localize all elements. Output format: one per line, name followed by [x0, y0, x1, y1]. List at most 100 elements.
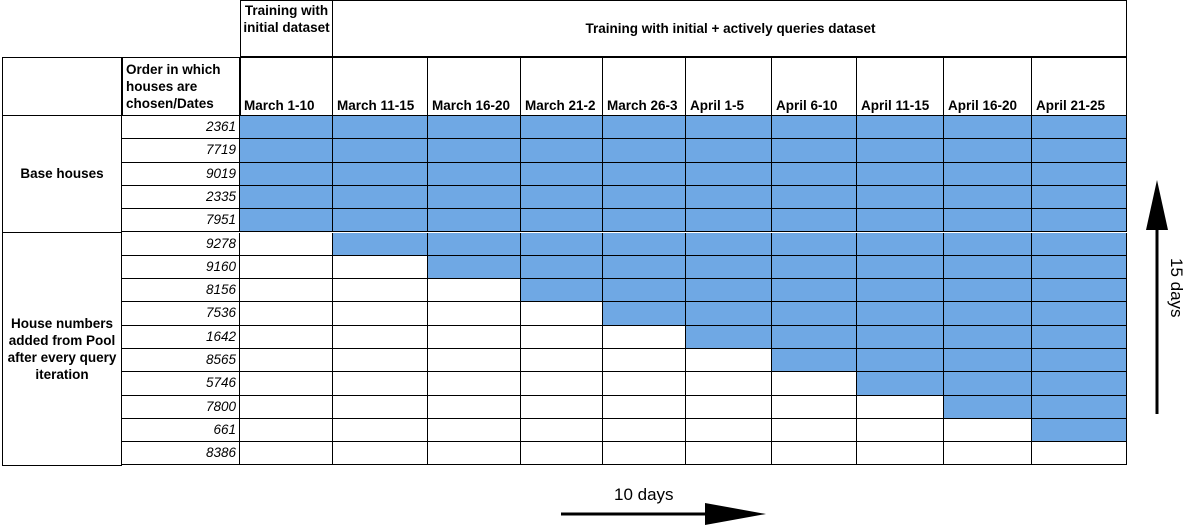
schedule-cell	[333, 372, 428, 396]
schedule-cell	[521, 139, 603, 163]
date-label: April 1-5	[690, 98, 745, 113]
schedule-cell	[333, 255, 428, 280]
schedule-cell	[686, 255, 772, 280]
schedule-cell	[944, 325, 1032, 349]
house-number: 2335	[205, 188, 236, 204]
date-header-cell	[603, 57, 686, 116]
schedule-cell	[428, 442, 521, 466]
schedule-cell	[772, 418, 857, 443]
date-header-cell	[772, 57, 857, 116]
schedule-cell	[428, 255, 521, 280]
schedule-cell	[240, 349, 333, 373]
schedule-cell	[857, 162, 944, 186]
schedule-cell	[603, 162, 686, 186]
schedule-cell	[686, 372, 772, 396]
date-header-cell	[686, 57, 772, 116]
schedule-cell	[944, 139, 1032, 163]
schedule-cell	[857, 185, 944, 210]
schedule-cell	[772, 395, 857, 419]
schedule-cell	[521, 162, 603, 186]
house-number-cell	[122, 232, 240, 256]
schedule-cell	[1032, 162, 1127, 186]
schedule-cell	[428, 209, 521, 233]
schedule-cell	[333, 139, 428, 163]
schedule-cell	[1032, 185, 1127, 210]
schedule-cell	[240, 279, 333, 303]
schedule-cell	[333, 162, 428, 186]
schedule-cell	[944, 209, 1032, 233]
schedule-cell	[428, 139, 521, 163]
schedule-cell	[857, 395, 944, 419]
schedule-cell	[521, 442, 603, 466]
date-label: March 26-3	[607, 98, 678, 113]
schedule-cell	[772, 116, 857, 140]
date-label: March 21-2	[525, 98, 596, 113]
schedule-cell	[240, 442, 333, 466]
date-label: April 6-10	[776, 98, 838, 113]
schedule-cell	[521, 279, 603, 303]
order-label-cell	[122, 57, 240, 116]
schedule-cell	[686, 349, 772, 373]
schedule-cell	[240, 372, 333, 396]
schedule-cell	[1032, 255, 1127, 280]
schedule-cell	[603, 116, 686, 140]
schedule-cell	[686, 116, 772, 140]
house-number-cell	[122, 255, 240, 280]
schedule-cell	[603, 395, 686, 419]
house-number: 661	[213, 421, 236, 437]
house-number: 7536	[205, 305, 236, 321]
schedule-cell	[1032, 395, 1127, 419]
schedule-cell	[857, 349, 944, 373]
house-number: 7951	[205, 212, 236, 228]
schedule-cell	[603, 232, 686, 256]
date-label: March 16-20	[432, 98, 511, 113]
date-header-cell	[428, 57, 521, 116]
house-number: 8565	[205, 352, 236, 367]
schedule-cell	[686, 418, 772, 443]
schedule-cell	[857, 139, 944, 163]
schedule-cell	[603, 209, 686, 233]
schedule-cell	[428, 325, 521, 349]
schedule-cell	[772, 349, 857, 373]
schedule-cell	[521, 302, 603, 326]
house-number-cell	[122, 349, 240, 373]
schedule-cell	[1032, 325, 1127, 349]
date-header-cell	[333, 57, 428, 116]
date-header-cell	[240, 57, 333, 116]
schedule-cell	[603, 442, 686, 466]
schedule-cell	[521, 255, 603, 280]
schedule-cell	[333, 395, 428, 419]
house-number-cell	[122, 302, 240, 326]
schedule-cell	[772, 279, 857, 303]
schedule-cell	[686, 279, 772, 303]
schedule-cell	[944, 418, 1032, 443]
house-number: 7719	[205, 142, 236, 158]
schedule-cell	[686, 162, 772, 186]
schedule-cell	[603, 418, 686, 443]
schedule-cell	[686, 302, 772, 326]
schedule-cell	[240, 139, 333, 163]
schedule-cell	[686, 232, 772, 256]
schedule-cell	[240, 255, 333, 280]
schedule-cell	[857, 116, 944, 140]
house-number: 7800	[205, 398, 236, 414]
order-label: Order in which houses are chosen/Dates	[126, 62, 221, 111]
schedule-cell	[240, 209, 333, 233]
schedule-cell	[944, 279, 1032, 303]
schedule-cell	[772, 325, 857, 349]
date-label: April 16-20	[948, 98, 1018, 113]
schedule-cell	[1032, 116, 1127, 140]
schedule-cell	[772, 162, 857, 186]
schedule-cell	[772, 209, 857, 233]
schedule-cell	[333, 279, 428, 303]
horizontal-arrow-head	[705, 503, 766, 525]
schedule-cell	[428, 279, 521, 303]
schedule-cell	[1032, 139, 1127, 163]
schedule-cell	[240, 162, 333, 186]
house-number-cell	[122, 162, 240, 186]
schedule-cell	[333, 185, 428, 210]
house-number: 9278	[205, 235, 236, 251]
house-number: 5746	[205, 375, 236, 391]
schedule-cell	[428, 116, 521, 140]
schedule-cell	[521, 325, 603, 349]
